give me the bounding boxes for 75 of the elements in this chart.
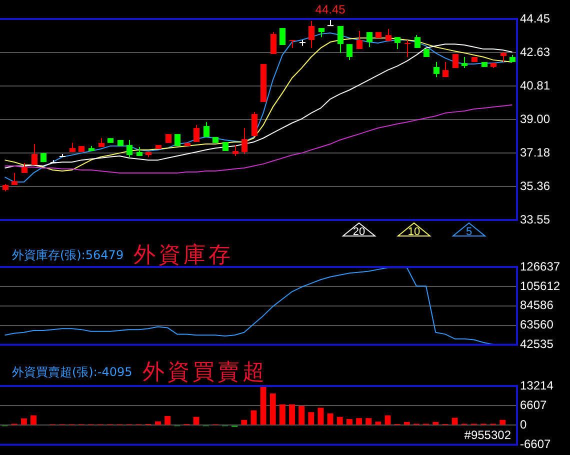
bar bbox=[164, 416, 171, 425]
candlestick bbox=[500, 52, 506, 62]
candlestick bbox=[242, 127, 248, 154]
candlestick bbox=[22, 162, 28, 174]
chart-title: 外資買賣超(張):-4095 bbox=[12, 364, 132, 380]
bar bbox=[289, 404, 295, 425]
y-tick-label: 35.36 bbox=[520, 178, 550, 193]
bar bbox=[366, 418, 372, 425]
bar bbox=[20, 418, 27, 425]
y-tick-label: 42.63 bbox=[520, 44, 550, 59]
y-tick-label: 44.45 bbox=[520, 11, 550, 26]
y-tick-label: 63560 bbox=[520, 318, 554, 332]
candlestick bbox=[366, 32, 372, 48]
bar bbox=[298, 406, 305, 425]
candlestick bbox=[252, 111, 258, 137]
y-tick-label: 33.55 bbox=[520, 212, 550, 226]
candlestick bbox=[346, 44, 352, 60]
chart-subtitle: 外資庫存 bbox=[134, 242, 234, 270]
y-tick-label: 42535 bbox=[520, 337, 554, 352]
candlestick bbox=[70, 142, 76, 152]
bar bbox=[346, 418, 352, 425]
text: 20 bbox=[352, 226, 366, 238]
y-tick-label: 6607 bbox=[520, 398, 548, 412]
candlestick bbox=[194, 124, 200, 142]
bar bbox=[336, 416, 343, 425]
candlestick bbox=[126, 139, 132, 158]
y-tick-label: 40.81 bbox=[520, 78, 550, 92]
candlestick bbox=[318, 28, 324, 38]
bar bbox=[375, 422, 382, 425]
bar bbox=[30, 415, 36, 425]
bar bbox=[318, 408, 324, 425]
bar bbox=[500, 420, 506, 425]
candlestick bbox=[386, 28, 392, 42]
bar bbox=[327, 413, 334, 425]
candlestick bbox=[452, 54, 458, 69]
annotation: 44.45 bbox=[315, 2, 346, 16]
bar bbox=[270, 393, 276, 425]
candlestick bbox=[32, 144, 38, 166]
candlestick bbox=[404, 40, 410, 58]
y-tick-label: 84586 bbox=[520, 298, 554, 312]
candlestick bbox=[270, 32, 276, 55]
y-tick-label: 105612 bbox=[520, 278, 560, 293]
candlestick bbox=[434, 61, 440, 78]
candlestick bbox=[394, 36, 400, 50]
candlestick bbox=[204, 122, 210, 138]
candlestick bbox=[442, 61, 448, 78]
y-tick-label: 13214 bbox=[520, 378, 554, 392]
candlestick bbox=[414, 34, 420, 48]
bar bbox=[384, 415, 391, 425]
bar bbox=[356, 418, 362, 425]
candlestick bbox=[60, 153, 66, 158]
bar bbox=[155, 421, 161, 425]
candlestick bbox=[356, 30, 362, 50]
y-tick-label: 39.00 bbox=[520, 112, 550, 126]
bar bbox=[404, 422, 410, 425]
candlestick bbox=[308, 20, 314, 48]
candlestick bbox=[232, 144, 238, 157]
bar bbox=[308, 412, 314, 425]
bar bbox=[260, 386, 266, 425]
text: 10 bbox=[408, 226, 420, 238]
candlestick bbox=[338, 26, 344, 54]
text: 5 bbox=[466, 226, 472, 238]
annotation: #955302 bbox=[464, 428, 512, 442]
y-tick-label: -6607 bbox=[520, 437, 552, 452]
bar bbox=[279, 404, 286, 425]
chart-title: 外資庫存(張):56479 bbox=[12, 246, 124, 264]
bar bbox=[432, 422, 439, 425]
y-tick-label: 37.18 bbox=[520, 145, 550, 160]
candlestick bbox=[12, 172, 18, 186]
chart-subtitle: 外資買賣超 bbox=[142, 359, 268, 387]
candlestick bbox=[462, 56, 468, 69]
y-tick-label: 126637 bbox=[520, 259, 560, 274]
bar bbox=[250, 410, 257, 425]
y-tick-label: 0 bbox=[520, 418, 527, 432]
bar bbox=[241, 420, 248, 425]
